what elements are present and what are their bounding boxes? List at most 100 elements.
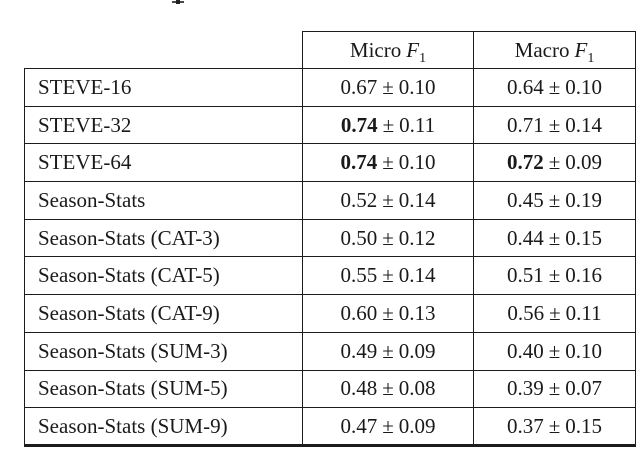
plus-minus-symbol: ± — [548, 376, 561, 401]
mean-value: 0.45 — [506, 187, 544, 212]
macro-f1-cell: 0.51 ±0.16 — [473, 256, 636, 296]
std-dev-value: 0.11 — [399, 112, 436, 137]
empty-corner-cell — [24, 31, 303, 69]
row-label: Season-Stats (CAT-3) — [24, 218, 303, 258]
row-label: STEVE-16 — [24, 68, 303, 107]
std-dev-value: 0.19 — [565, 187, 603, 212]
f1-math-symbol: F — [406, 37, 420, 62]
mean-value: 0.55 — [340, 263, 378, 288]
macro-f1-cell: 0.71 ±0.14 — [473, 105, 636, 145]
mean-value: 0.72 — [506, 150, 544, 175]
macro-f1-cell: 0.40 ±0.10 — [473, 331, 636, 371]
std-dev-value: 0.10 — [565, 338, 603, 363]
mean-value: 0.71 — [506, 112, 544, 137]
macro-f1-cell: 0.72 ±0.09 — [473, 143, 636, 183]
micro-f1-cell: 0.67 ±0.10 — [302, 68, 474, 107]
plus-minus-symbol: ± — [382, 112, 395, 137]
mean-value: 0.39 — [506, 376, 544, 401]
macro-f1-cell: 0.39 ±0.07 — [473, 369, 636, 409]
mean-value: 0.74 — [340, 150, 378, 175]
mean-value: 0.64 — [506, 74, 544, 99]
plus-minus-symbol: ± — [548, 150, 561, 175]
col-header-micro-text: Micro — [349, 37, 402, 62]
mean-value: 0.40 — [506, 338, 544, 363]
mean-value: 0.37 — [506, 413, 544, 438]
plus-minus-symbol: ± — [548, 413, 561, 438]
mean-value: 0.49 — [340, 338, 378, 363]
row-label: Season-Stats (SUM-5) — [24, 369, 303, 409]
table-row: STEVE-32 0.74 ±0.11 0.71 ±0.14 — [24, 105, 636, 145]
std-dev-value: 0.15 — [565, 413, 603, 438]
plus-minus-symbol: ± — [548, 263, 561, 288]
std-dev-value: 0.14 — [398, 187, 436, 212]
plus-minus-symbol: ± — [382, 376, 394, 401]
mean-value: 0.51 — [506, 263, 544, 288]
mean-value: 0.52 — [340, 187, 378, 212]
plus-minus-symbol: ± — [382, 150, 394, 175]
plus-minus-symbol: ± — [382, 187, 394, 212]
row-label: Season-Stats (SUM-9) — [24, 407, 303, 447]
table-row: Season-Stats (CAT-5) 0.55 ±0.14 0.51 ±0.16 — [24, 256, 636, 296]
mean-value: 0.56 — [507, 300, 545, 325]
plus-minus-symbol: ± — [549, 300, 561, 325]
mean-value: 0.47 — [340, 413, 378, 438]
micro-f1-cell: 0.74 ±0.10 — [302, 143, 474, 183]
std-dev-value: 0.10 — [398, 74, 436, 99]
row-label: STEVE-64 — [24, 143, 303, 183]
std-dev-value: 0.08 — [398, 376, 436, 401]
std-dev-value: 0.16 — [565, 263, 603, 288]
micro-f1-cell: 0.49 ±0.09 — [302, 331, 474, 371]
row-label: Season-Stats (SUM-3) — [24, 331, 303, 371]
mean-value: 0.74 — [340, 112, 378, 137]
col-header-macro-text: Macro — [514, 37, 570, 62]
table-row: Season-Stats (CAT-3) 0.50 ±0.12 0.44 ±0.15 — [24, 218, 636, 258]
std-dev-value: 0.15 — [565, 225, 603, 250]
macro-f1-cell: 0.37 ±0.15 — [473, 407, 636, 447]
plus-minus-symbol: ± — [382, 74, 394, 99]
table-row: STEVE-64 0.74 ±0.10 0.72 ±0.09 — [24, 143, 636, 183]
mean-value: 0.48 — [340, 376, 378, 401]
std-dev-value: 0.13 — [398, 300, 436, 325]
std-dev-value: 0.14 — [565, 112, 603, 137]
std-dev-value: 0.10 — [565, 74, 603, 99]
micro-f1-cell: 0.60 ±0.13 — [302, 294, 474, 333]
std-dev-value: 0.07 — [565, 376, 603, 401]
micro-f1-cell: 0.74 ±0.11 — [302, 105, 474, 145]
plus-minus-symbol: ± — [382, 338, 394, 363]
std-dev-value: 0.09 — [398, 338, 436, 363]
results-table: Micro F1 Macro F1 STEVE-16 0.67 ±0.10 0.64 ±0.… — [24, 31, 636, 447]
micro-f1-cell: 0.47 ±0.09 — [302, 407, 474, 447]
micro-f1-cell: 0.48 ±0.08 — [302, 369, 474, 409]
std-dev-value: 0.11 — [565, 300, 602, 325]
f1-subscript: 1 — [419, 50, 427, 66]
macro-f1-cell: 0.45 ±0.19 — [473, 181, 636, 220]
plus-minus-symbol: ± — [548, 225, 561, 250]
micro-f1-cell: 0.50 ±0.12 — [302, 218, 474, 258]
mean-value: 0.44 — [506, 225, 544, 250]
micro-f1-cell: 0.52 ±0.14 — [302, 181, 474, 220]
mean-value: 0.67 — [340, 74, 378, 99]
table-row: Season-Stats (SUM-3) 0.49 ±0.09 0.40 ±0.10 — [24, 331, 636, 371]
std-dev-value: 0.09 — [565, 150, 603, 175]
cropped-caption-fragment-stem — [176, 0, 180, 4]
plus-minus-symbol: ± — [548, 112, 561, 137]
col-header-micro-f1: Micro F1 — [302, 31, 474, 69]
f1-math-symbol: F — [574, 37, 588, 62]
row-label: Season-Stats (CAT-9) — [24, 294, 303, 333]
f1-subscript: 1 — [587, 50, 595, 66]
plus-minus-symbol: ± — [382, 263, 394, 288]
plus-minus-symbol: ± — [548, 187, 561, 212]
mean-value: 0.50 — [340, 225, 378, 250]
table-body: STEVE-16 0.67 ±0.10 0.64 ±0.10 STEVE-32 0.74 ±0… — [24, 68, 636, 447]
table-row: Season-Stats (SUM-9) 0.47 ±0.09 0.37 ±0.15 — [24, 407, 636, 447]
std-dev-value: 0.10 — [398, 150, 436, 175]
table-row: Season-Stats (SUM-5) 0.48 ±0.08 0.39 ±0.07 — [24, 369, 636, 409]
std-dev-value: 0.14 — [398, 263, 436, 288]
std-dev-value: 0.12 — [398, 225, 436, 250]
table-row: Season-Stats 0.52 ±0.14 0.45 ±0.19 — [24, 181, 636, 220]
macro-f1-cell: 0.56 ±0.11 — [473, 294, 636, 333]
header-row: Micro F1 Macro F1 — [24, 31, 636, 69]
plus-minus-symbol: ± — [382, 225, 394, 250]
row-label: Season-Stats — [24, 181, 303, 220]
